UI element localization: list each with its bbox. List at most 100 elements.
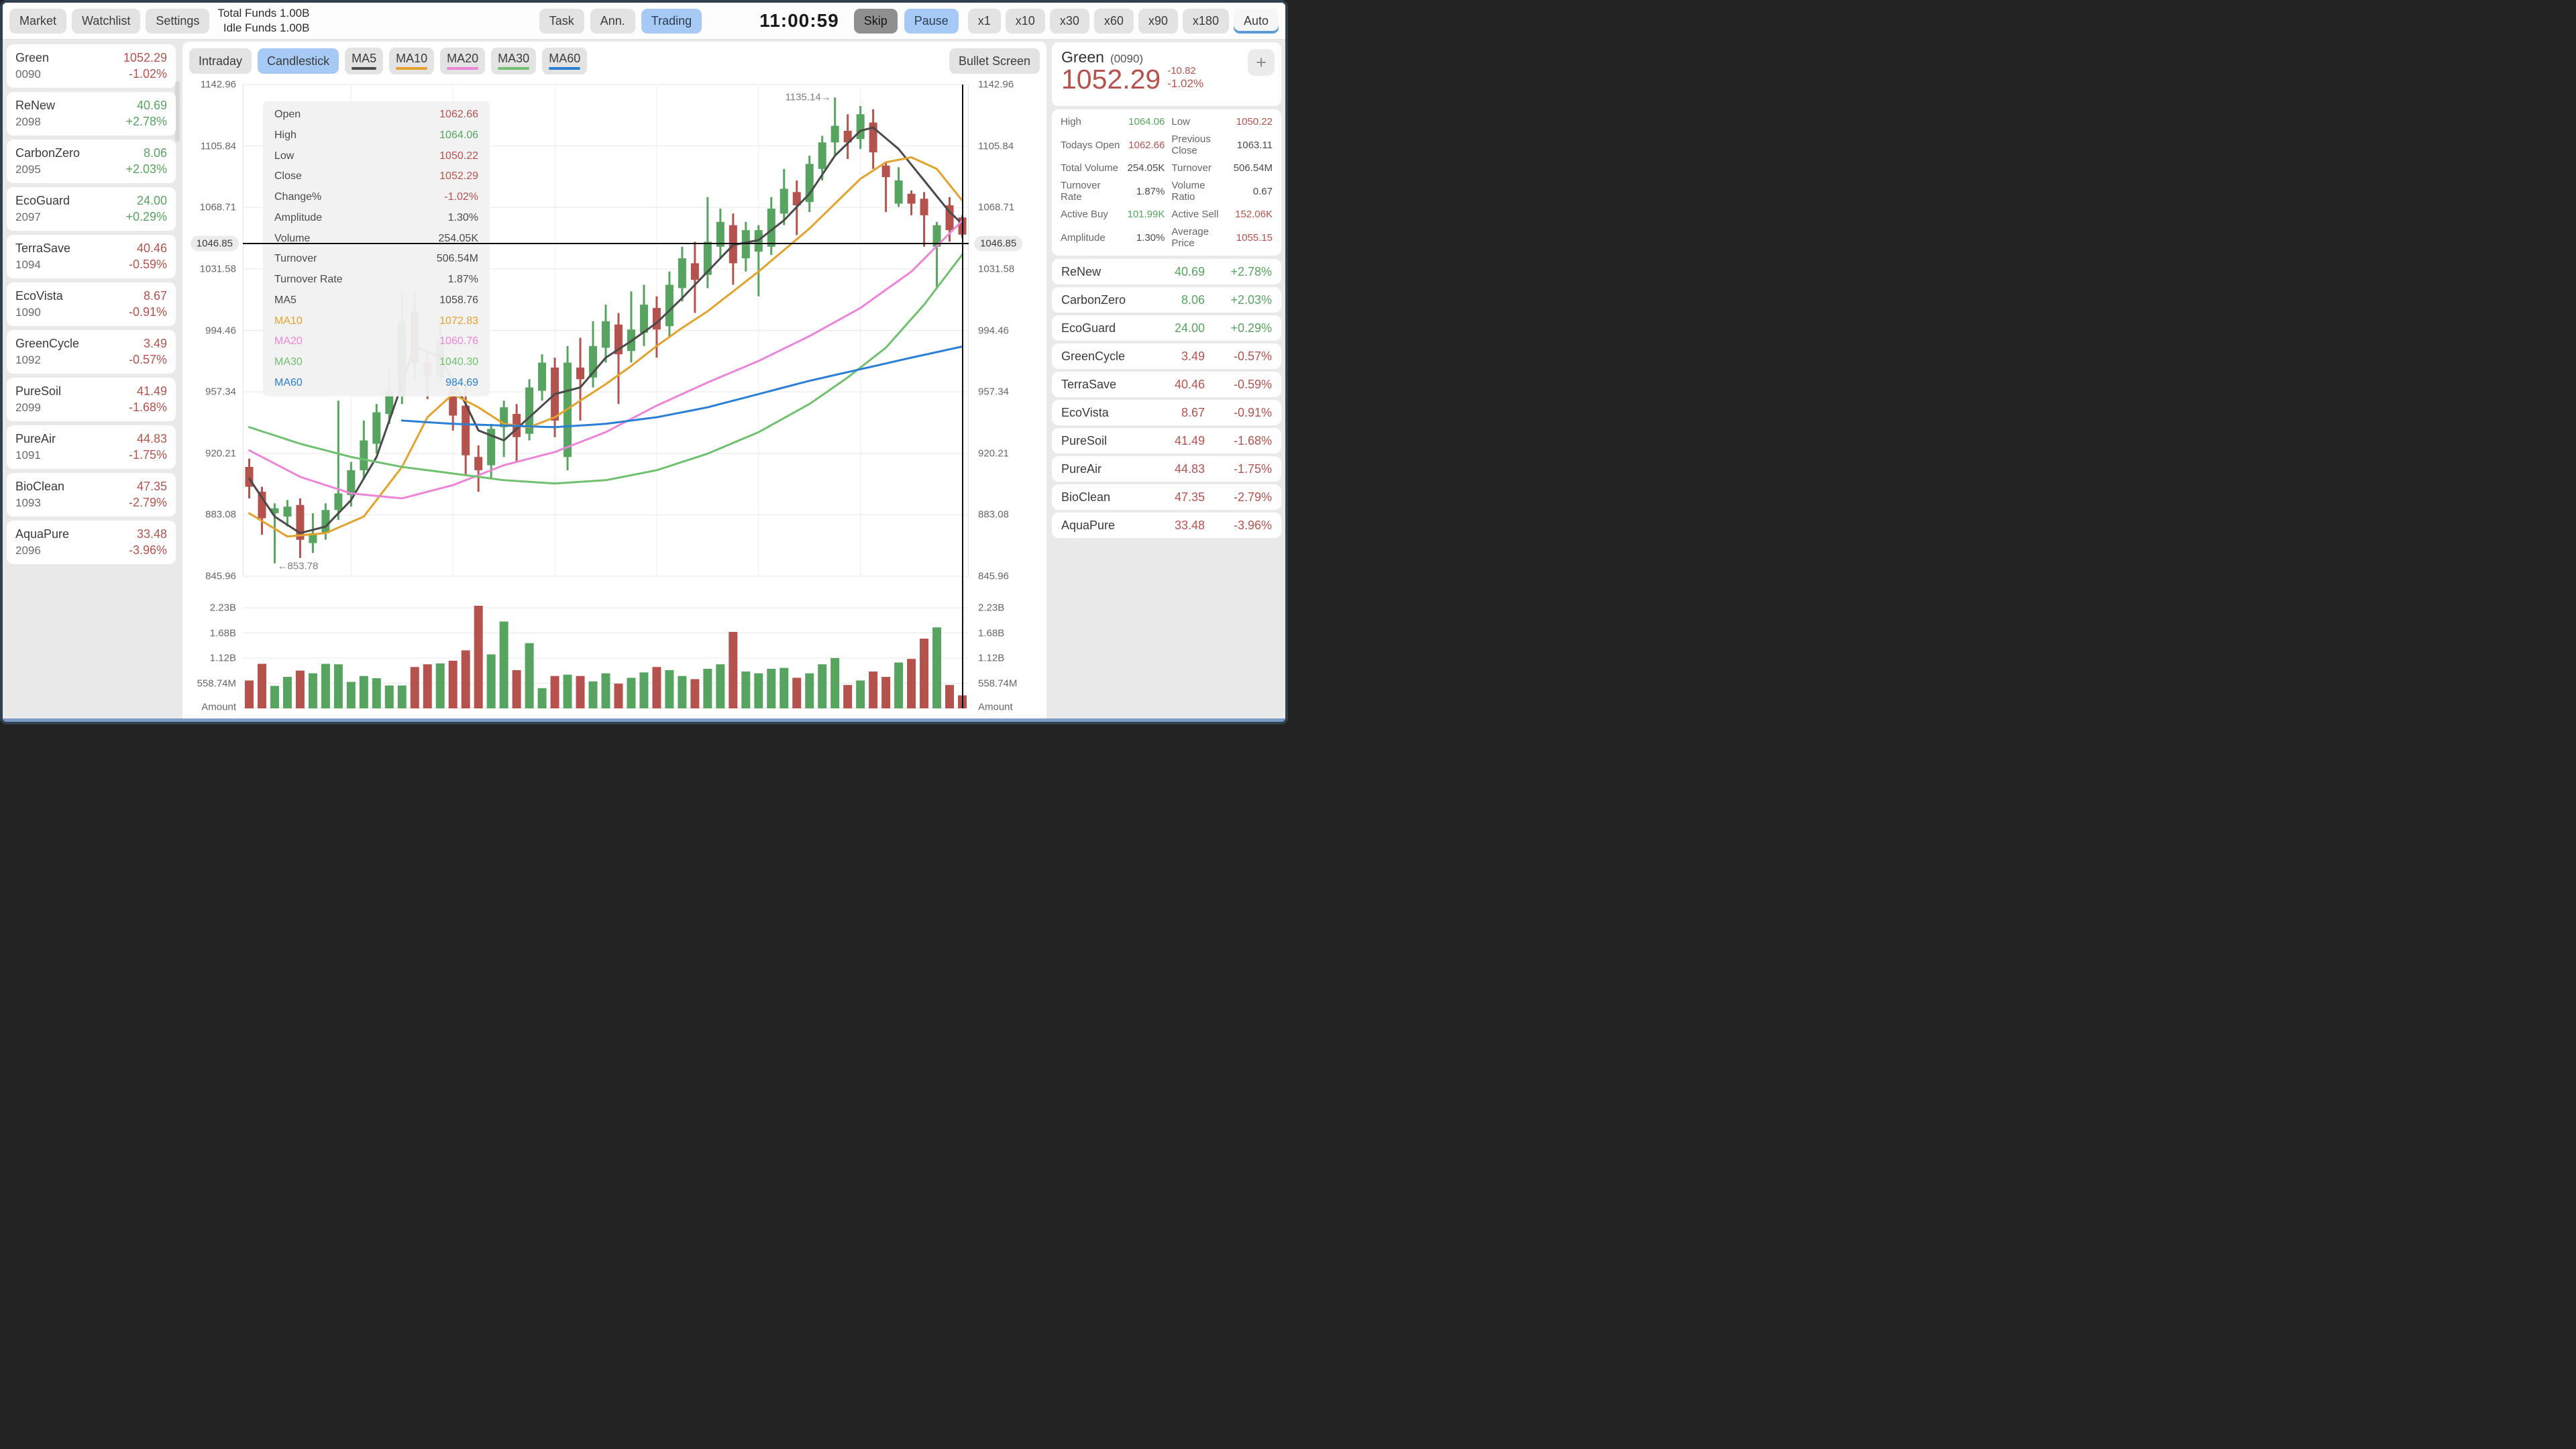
sidebar-stock-ecovista[interactable]: EcoVista 8.67 1090 -0.91% (7, 282, 176, 326)
control-button-pause[interactable]: Pause (904, 8, 959, 34)
watchlist-row-terrasave[interactable]: TerraSave 40.46 -0.59% (1052, 372, 1281, 397)
tooltip-label: Turnover Rate (274, 274, 343, 286)
sidebar-stock-pureair[interactable]: PureAir 44.83 1091 -1.75% (7, 425, 176, 469)
volume-tick-left: 1.68B (209, 627, 236, 639)
sidebar-scrollbar[interactable] (175, 81, 180, 142)
speed-button-x30[interactable]: x30 (1049, 8, 1089, 34)
speed-button-auto[interactable]: Auto (1233, 8, 1279, 34)
speed-button-x90[interactable]: x90 (1138, 8, 1178, 34)
watchlist-row-bioclean[interactable]: BioClean 47.35 -2.79% (1052, 484, 1281, 510)
nav-button-watchlist[interactable]: Watchlist (72, 8, 141, 34)
stock-code: 2098 (15, 115, 41, 128)
quote-price: 1052.29 (1061, 64, 1161, 95)
nav-button-settings[interactable]: Settings (146, 8, 210, 34)
watchlist-change: +2.03% (1230, 292, 1272, 307)
app-window: Market Watchlist Settings Total Funds 1.00… (0, 0, 1288, 724)
watchlist-price: 47.35 (1174, 490, 1205, 504)
sidebar-stock-green[interactable]: Green 1052.29 0090 -1.02% (7, 44, 176, 88)
quote-change: -10.82 -1.02% (1167, 65, 1203, 91)
watchlist-change: -0.57% (1233, 349, 1272, 363)
watchlist-change: +0.29% (1230, 321, 1272, 335)
stock-price: 40.69 (136, 98, 167, 112)
sidebar-stock-puresoil[interactable]: PureSoil 41.49 2099 -1.68% (7, 378, 176, 421)
detail-label-high: High (1061, 116, 1081, 127)
bullet-screen-button[interactable]: Bullet Screen (949, 48, 1040, 74)
stock-change: +2.78% (125, 115, 167, 129)
volume-tick-right: 1.12B (978, 652, 1005, 664)
volume-tick-left: 558.74M (197, 678, 236, 689)
watchlist-row-greencycle[interactable]: GreenCycle 3.49 -0.57% (1052, 343, 1281, 369)
mode-button-task[interactable]: Task (539, 8, 584, 34)
tooltip-value: 1.87% (447, 274, 478, 286)
quote-header: Green (0090) + 1052.29 -10.82 -1.02% (1052, 42, 1281, 106)
tab-ma60[interactable]: MA60 (542, 48, 588, 74)
stock-name: Green (15, 50, 50, 64)
watchlist-price: 8.67 (1181, 405, 1205, 419)
volume-tick-right: 2.23B (978, 602, 1005, 614)
sidebar-stock-bioclean[interactable]: BioClean 47.35 1093 -2.79% (7, 473, 176, 517)
watchlist-row-aquapure[interactable]: AquaPure 33.48 -3.96% (1052, 513, 1281, 538)
tab-intraday[interactable]: Intraday (189, 48, 252, 74)
tab-ma10[interactable]: MA10 (389, 48, 435, 74)
speed-button-x180[interactable]: x180 (1182, 8, 1229, 34)
tooltip-value: 1040.30 (439, 356, 478, 368)
add-to-watchlist-button[interactable]: + (1248, 49, 1275, 76)
tooltip-row-ma10: MA10 1072.83 (274, 315, 478, 327)
nav-button-market[interactable]: Market (9, 8, 67, 34)
tooltip-value: -1.02% (444, 191, 478, 203)
crosshair-horizontal (243, 243, 969, 245)
speed-button-x1[interactable]: x1 (967, 8, 1001, 34)
sidebar-stock-aquapure[interactable]: AquaPure 33.48 2096 -3.96% (7, 521, 176, 564)
volume-tick-right: 1.68B (978, 627, 1005, 639)
volume-chart[interactable] (243, 603, 969, 708)
sidebar-stock-ecoguard[interactable]: EcoGuard 24.00 2097 +0.29% (7, 187, 176, 231)
stock-change: +2.03% (125, 162, 167, 176)
price-tick-right: 1031.58 (978, 263, 1015, 275)
stock-change: -0.91% (128, 305, 167, 319)
watchlist-name: GreenCycle (1061, 349, 1126, 363)
tab-ma5[interactable]: MA5 (345, 48, 384, 74)
tab-ma30[interactable]: MA30 (491, 48, 537, 74)
watchlist-name: EcoGuard (1061, 321, 1116, 335)
tab-ma20[interactable]: MA20 (440, 48, 486, 74)
watchlist-change: -3.96% (1233, 518, 1272, 532)
stock-price: 24.00 (136, 193, 167, 207)
stock-code: 1094 (15, 258, 41, 271)
idle-funds: Idle Funds 1.00B (223, 21, 310, 34)
mode-button-trading[interactable]: Trading (641, 8, 702, 34)
chart-card: Intraday Candlestick MA5 MA10 MA20 MA30 MA60 Bu… (182, 42, 1046, 722)
stock-price: 8.06 (143, 146, 167, 160)
detail-value-todays-open: 1062.66 (1128, 139, 1165, 151)
tooltip-row-change-: Change% -1.02% (274, 192, 478, 203)
tab-label: MA30 (498, 52, 530, 65)
tab-candlestick[interactable]: Candlestick (258, 48, 339, 74)
sidebar-stock-carbonzero[interactable]: CarbonZero 8.06 2095 +2.03% (7, 140, 176, 183)
watchlist-row-puresoil[interactable]: PureSoil 41.49 -1.68% (1052, 428, 1281, 453)
detail-label-turnover: Turnover (1171, 162, 1212, 174)
speed-button-x60[interactable]: x60 (1093, 8, 1134, 34)
watchlist-row-ecovista[interactable]: EcoVista 8.67 -0.91% (1052, 400, 1281, 425)
mode-button-ann-[interactable]: Ann. (590, 8, 635, 34)
sidebar-stock-terrasave[interactable]: TerraSave 40.46 1094 -0.59% (7, 235, 176, 278)
sidebar-stock-renew[interactable]: ReNew 40.69 2098 +2.78% (7, 92, 176, 136)
watchlist-row-ecoguard[interactable]: EcoGuard 24.00 +0.29% (1052, 315, 1281, 341)
stock-name: EcoVista (15, 288, 63, 303)
stock-code: 1093 (15, 496, 41, 509)
speed-buttons: x1 x10 x30 x60 x90 x180 Auto (967, 8, 1279, 34)
sidebar-stock-greencycle[interactable]: GreenCycle 3.49 1092 -0.57% (7, 330, 176, 374)
speed-button-x10[interactable]: x10 (1005, 8, 1045, 34)
top-bar: Market Watchlist Settings Total Funds 1.00… (3, 3, 1285, 40)
detail-value-active-sell: 152.06K (1235, 209, 1273, 220)
tooltip-row-amplitude: Amplitude 1.30% (274, 212, 478, 223)
stock-name: AquaPure (15, 527, 70, 541)
watchlist-row-carbonzero[interactable]: CarbonZero 8.06 +2.03% (1052, 287, 1281, 313)
watchlist-row-renew[interactable]: ReNew 40.69 +2.78% (1052, 259, 1281, 284)
price-tick-left: 1105.84 (200, 140, 236, 152)
chart-tabs: Intraday Candlestick MA5 MA10 MA20 MA30 MA60 Bu… (189, 47, 1040, 75)
watchlist-row-pureair[interactable]: PureAir 44.83 -1.75% (1052, 456, 1281, 482)
amount-label-right: Amount (978, 701, 1013, 713)
watchlist-name: ReNew (1061, 264, 1102, 278)
tooltip-value: 1072.83 (439, 315, 478, 327)
detail-label-todays-open: Todays Open (1061, 139, 1120, 151)
control-button-skip[interactable]: Skip (853, 8, 898, 34)
